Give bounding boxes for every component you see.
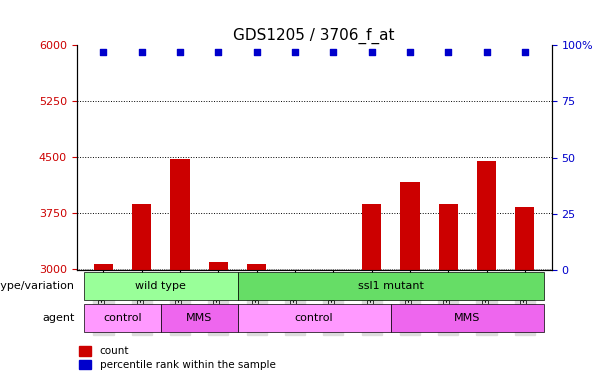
Point — [405, 49, 415, 55]
Text: control: control — [295, 313, 333, 323]
Text: MMS: MMS — [186, 313, 213, 323]
Bar — [516, 207, 535, 270]
Point — [482, 49, 492, 55]
Bar — [132, 204, 151, 270]
Point — [99, 49, 109, 55]
Bar — [94, 264, 113, 270]
FancyBboxPatch shape — [238, 304, 391, 332]
Point — [252, 49, 262, 55]
Text: MMS: MMS — [454, 313, 481, 323]
Point — [329, 49, 338, 55]
Point — [137, 49, 147, 55]
FancyBboxPatch shape — [161, 304, 238, 332]
Bar — [209, 262, 228, 270]
Point — [520, 49, 530, 55]
FancyBboxPatch shape — [391, 304, 544, 332]
Bar — [362, 204, 381, 270]
Point — [175, 49, 185, 55]
FancyBboxPatch shape — [85, 272, 238, 300]
Bar — [439, 204, 458, 270]
Point — [290, 49, 300, 55]
FancyBboxPatch shape — [238, 272, 544, 300]
Text: wild type: wild type — [135, 281, 186, 291]
Point — [443, 49, 453, 55]
Text: control: control — [103, 313, 142, 323]
Text: agent: agent — [42, 313, 75, 323]
Text: ssl1 mutant: ssl1 mutant — [358, 281, 424, 291]
Text: genotype/variation: genotype/variation — [0, 281, 75, 291]
Bar — [400, 182, 419, 270]
FancyBboxPatch shape — [85, 304, 161, 332]
Bar — [170, 159, 189, 270]
Point — [367, 49, 376, 55]
Bar — [247, 264, 266, 270]
Legend: count, percentile rank within the sample: count, percentile rank within the sample — [78, 346, 275, 370]
Title: GDS1205 / 3706_f_at: GDS1205 / 3706_f_at — [234, 27, 395, 44]
Bar — [477, 160, 496, 270]
Point — [213, 49, 223, 55]
